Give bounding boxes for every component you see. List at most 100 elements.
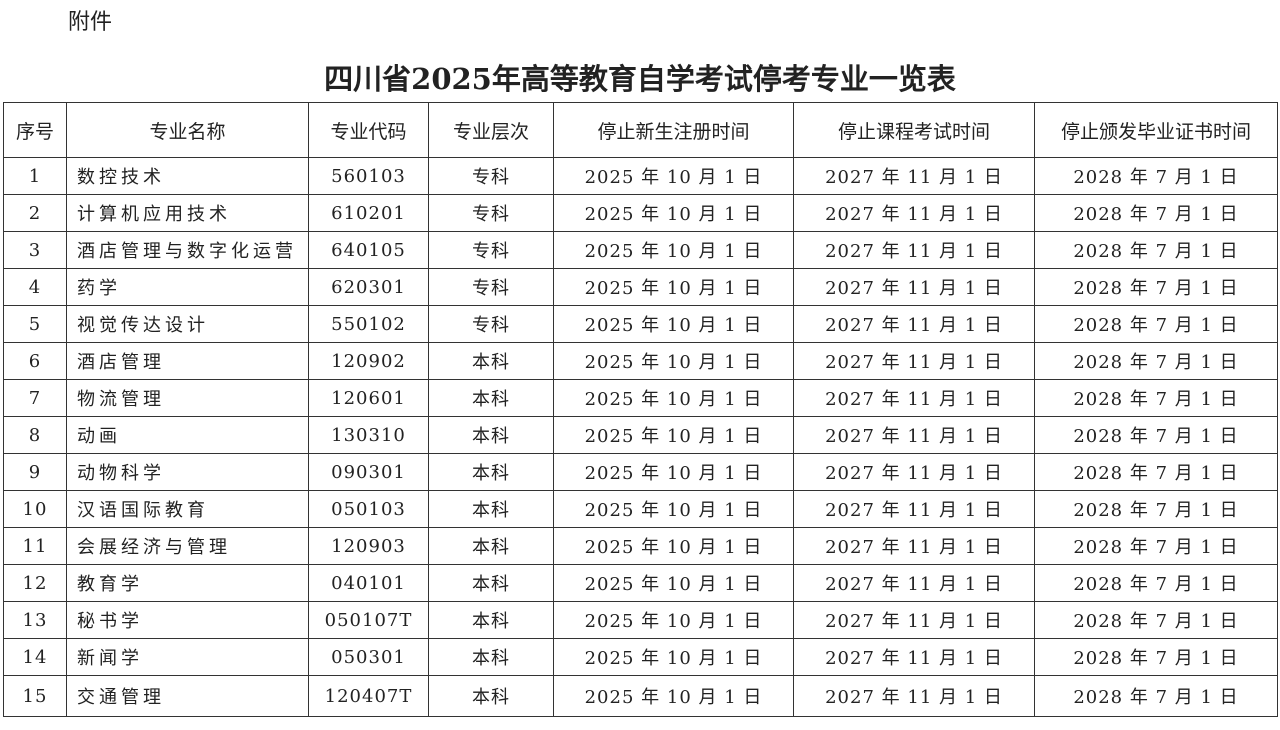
major-name-cell: 计算机应用技术 [66, 194, 309, 232]
index-cell: 9 [3, 453, 67, 491]
stop-registration-cell: 2025 年 10 月 1 日 [553, 305, 794, 343]
stop-certificate-cell: 2028 年 7 月 1 日 [1034, 342, 1278, 380]
stop-registration-cell: 2025 年 10 月 1 日 [553, 231, 794, 269]
attachment-label: 附件 [68, 10, 113, 35]
major-code-cell: 640105 [308, 231, 429, 269]
stop-registration-cell: 2025 年 10 月 1 日 [553, 416, 794, 454]
header-stop-registration: 停止新生注册时间 [553, 102, 794, 158]
major-name-cell: 药学 [66, 268, 309, 306]
major-code-cell: 040101 [308, 564, 429, 602]
index-cell: 2 [3, 194, 67, 232]
stop-certificate-cell: 2028 年 7 月 1 日 [1034, 638, 1278, 676]
header-major-level: 专业层次 [428, 102, 554, 158]
table-row: 5 视觉传达设计 550102 专科 2025 年 10 月 1 日 2027 年 11 … [3, 305, 1278, 343]
index-cell: 8 [3, 416, 67, 454]
major-name-cell: 教育学 [66, 564, 309, 602]
major-code-cell: 610201 [308, 194, 429, 232]
major-name-cell: 酒店管理与数字化运营 [66, 231, 309, 269]
header-major-name: 专业名称 [66, 102, 309, 158]
table-row: 6 酒店管理 120902 本科 2025 年 10 月 1 日 2027 年 11 月 … [3, 342, 1278, 380]
major-name-cell: 数控技术 [66, 157, 309, 195]
stop-exam-cell: 2027 年 11 月 1 日 [793, 305, 1035, 343]
stop-certificate-cell: 2028 年 7 月 1 日 [1034, 416, 1278, 454]
stop-certificate-cell: 2028 年 7 月 1 日 [1034, 564, 1278, 602]
stop-registration-cell: 2025 年 10 月 1 日 [553, 490, 794, 528]
stop-certificate-cell: 2028 年 7 月 1 日 [1034, 490, 1278, 528]
stop-certificate-cell: 2028 年 7 月 1 日 [1034, 379, 1278, 417]
major-name-cell: 视觉传达设计 [66, 305, 309, 343]
stop-certificate-cell: 2028 年 7 月 1 日 [1034, 453, 1278, 491]
major-name-cell: 物流管理 [66, 379, 309, 417]
stop-exam-cell: 2027 年 11 月 1 日 [793, 564, 1035, 602]
stop-certificate-cell: 2028 年 7 月 1 日 [1034, 268, 1278, 306]
stop-exam-cell: 2027 年 11 月 1 日 [793, 601, 1035, 639]
stop-exam-cell: 2027 年 11 月 1 日 [793, 638, 1035, 676]
table-row: 7 物流管理 120601 本科 2025 年 10 月 1 日 2027 年 11 月 … [3, 379, 1278, 417]
major-code-cell: 050301 [308, 638, 429, 676]
stop-certificate-cell: 2028 年 7 月 1 日 [1034, 194, 1278, 232]
stop-exam-cell: 2027 年 11 月 1 日 [793, 527, 1035, 565]
stop-certificate-cell: 2028 年 7 月 1 日 [1034, 305, 1278, 343]
major-level-cell: 专科 [428, 231, 554, 269]
major-name-cell: 汉语国际教育 [66, 490, 309, 528]
index-cell: 6 [3, 342, 67, 380]
table-row: 15 交通管理 120407T 本科 2025 年 10 月 1 日 2027 年 11 … [3, 675, 1278, 717]
stop-registration-cell: 2025 年 10 月 1 日 [553, 194, 794, 232]
table-row: 14 新闻学 050301 本科 2025 年 10 月 1 日 2027 年 11 月 … [3, 638, 1278, 676]
index-cell: 13 [3, 601, 67, 639]
page-title: 四川省2025年高等教育自学考试停考专业一览表 [324, 62, 956, 96]
stop-exam-cell: 2027 年 11 月 1 日 [793, 490, 1035, 528]
stop-certificate-cell: 2028 年 7 月 1 日 [1034, 675, 1278, 717]
stop-registration-cell: 2025 年 10 月 1 日 [553, 638, 794, 676]
major-code-cell: 550102 [308, 305, 429, 343]
table-header-row: 序号 专业名称 专业代码 专业层次 停止新生注册时间 停止课程考试时间 停止颁发毕业证书时间 [3, 102, 1278, 158]
stop-exam-cell: 2027 年 11 月 1 日 [793, 342, 1035, 380]
major-name-cell: 酒店管理 [66, 342, 309, 380]
table-row: 8 动画 130310 本科 2025 年 10 月 1 日 2027 年 11 月 1 … [3, 416, 1278, 454]
stop-registration-cell: 2025 年 10 月 1 日 [553, 268, 794, 306]
major-name-cell: 会展经济与管理 [66, 527, 309, 565]
header-major-code: 专业代码 [308, 102, 429, 158]
table-row: 4 药学 620301 专科 2025 年 10 月 1 日 2027 年 11 月 1 … [3, 268, 1278, 306]
major-level-cell: 专科 [428, 157, 554, 195]
stop-certificate-cell: 2028 年 7 月 1 日 [1034, 601, 1278, 639]
index-cell: 15 [3, 675, 67, 717]
table-row: 13 秘书学 050107T 本科 2025 年 10 月 1 日 2027 年 11 月… [3, 601, 1278, 639]
major-code-cell: 120407T [308, 675, 429, 717]
major-code-cell: 090301 [308, 453, 429, 491]
index-cell: 3 [3, 231, 67, 269]
major-name-cell: 动画 [66, 416, 309, 454]
index-cell: 11 [3, 527, 67, 565]
major-code-cell: 050107T [308, 601, 429, 639]
index-cell: 4 [3, 268, 67, 306]
major-code-cell: 120903 [308, 527, 429, 565]
major-level-cell: 专科 [428, 268, 554, 306]
stop-exam-cell: 2027 年 11 月 1 日 [793, 675, 1035, 717]
major-level-cell: 本科 [428, 453, 554, 491]
major-level-cell: 本科 [428, 416, 554, 454]
header-stop-exam: 停止课程考试时间 [793, 102, 1035, 158]
stop-exam-cell: 2027 年 11 月 1 日 [793, 194, 1035, 232]
major-code-cell: 130310 [308, 416, 429, 454]
stop-registration-cell: 2025 年 10 月 1 日 [553, 601, 794, 639]
stop-exam-cell: 2027 年 11 月 1 日 [793, 231, 1035, 269]
stop-registration-cell: 2025 年 10 月 1 日 [553, 527, 794, 565]
major-level-cell: 本科 [428, 601, 554, 639]
index-cell: 10 [3, 490, 67, 528]
index-cell: 14 [3, 638, 67, 676]
stop-exam-cell: 2027 年 11 月 1 日 [793, 416, 1035, 454]
major-level-cell: 本科 [428, 527, 554, 565]
major-level-cell: 本科 [428, 379, 554, 417]
major-level-cell: 本科 [428, 342, 554, 380]
stop-registration-cell: 2025 年 10 月 1 日 [553, 157, 794, 195]
major-code-cell: 120902 [308, 342, 429, 380]
major-code-cell: 560103 [308, 157, 429, 195]
major-level-cell: 本科 [428, 638, 554, 676]
index-cell: 12 [3, 564, 67, 602]
stop-certificate-cell: 2028 年 7 月 1 日 [1034, 527, 1278, 565]
table-row: 11 会展经济与管理 120903 本科 2025 年 10 月 1 日 2027 年 1… [3, 527, 1278, 565]
stop-registration-cell: 2025 年 10 月 1 日 [553, 675, 794, 717]
index-cell: 1 [3, 157, 67, 195]
header-index: 序号 [3, 102, 67, 158]
major-level-cell: 专科 [428, 194, 554, 232]
